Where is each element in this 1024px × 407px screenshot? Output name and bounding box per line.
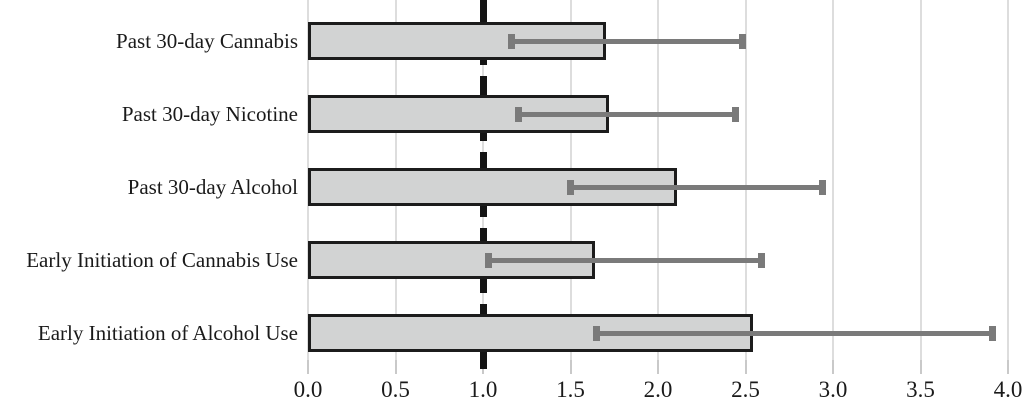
- x-axis-tick-label: 3.5: [906, 377, 935, 402]
- gridline-x-3.5: [919, 0, 922, 360]
- x-axis-tick-label: 2.5: [731, 377, 760, 402]
- error-bar-line: [596, 331, 993, 336]
- error-bar-cap-high: [988, 326, 996, 341]
- x-axis-tick-label: 3.0: [818, 377, 848, 402]
- error-bar-cap-low: [593, 326, 601, 341]
- x-axis-tick: [919, 360, 922, 374]
- x-axis-tick: [657, 360, 659, 374]
- gridline-x-4.0: [1007, 0, 1009, 360]
- x-axis-tick: [1007, 360, 1009, 374]
- error-bar-line: [518, 112, 735, 117]
- x-axis-tick: [569, 360, 572, 374]
- x-axis-tick-label: 1.5: [556, 377, 585, 402]
- x-axis-tick: [832, 360, 834, 374]
- error-bar-cap-low: [507, 34, 515, 49]
- error-bar-cap-low: [514, 107, 522, 122]
- category-label: Past 30-day Nicotine: [121, 102, 298, 126]
- x-axis-tick: [394, 360, 397, 374]
- category-label: Early Initiation of Cannabis Use: [26, 248, 298, 272]
- x-axis-tick-label: 2.0: [643, 377, 673, 402]
- error-bar-line: [511, 39, 742, 44]
- x-axis-tick-label: 1.0: [468, 377, 498, 402]
- category-label: Past 30-day Alcohol: [127, 175, 298, 199]
- category-label: Past 30-day Cannabis: [116, 29, 298, 53]
- x-axis-tick-label: 0.0: [293, 377, 323, 402]
- x-axis-tick: [744, 360, 747, 374]
- x-axis-tick-label: 4.0: [993, 377, 1023, 402]
- gridline-x-2.5: [744, 0, 747, 360]
- category-label: Early Initiation of Alcohol Use: [37, 321, 298, 345]
- error-bar-cap-high: [819, 180, 826, 195]
- gridline-x-3.0: [832, 0, 834, 360]
- error-bar-line: [488, 258, 762, 263]
- error-bar-cap-high: [731, 107, 739, 122]
- x-axis-tick: [307, 360, 309, 374]
- plot-area: 0.0 0.5 1.0 1.5 2.0 2.5 3.0 3.5 4.0: [294, 0, 1022, 402]
- bar-5: [308, 314, 753, 352]
- error-bar-cap-low: [484, 253, 492, 268]
- error-bar-cap-high: [757, 253, 765, 268]
- x-axis-tick-label: 0.5: [381, 377, 410, 402]
- error-bar-cap-high: [738, 34, 746, 49]
- error-bar-line: [570, 185, 823, 190]
- bar-1: [308, 22, 606, 60]
- error-bar-cap-low: [567, 180, 574, 195]
